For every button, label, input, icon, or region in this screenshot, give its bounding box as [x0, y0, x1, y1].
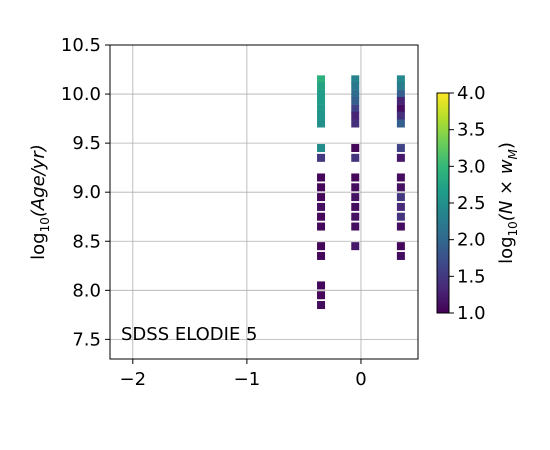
x-tick-label: 0 — [355, 369, 366, 390]
heatmap-cell — [396, 222, 405, 231]
heatmap-cell — [317, 222, 326, 231]
colorbar-tick-label: 1.5 — [457, 266, 486, 287]
heatmap-cell — [317, 301, 326, 310]
heatmap-cell — [351, 193, 360, 202]
heatmap-cell — [396, 173, 405, 182]
heatmap-cell — [317, 173, 326, 182]
annotation-label: SDSS ELODIE 5 — [121, 324, 258, 345]
heatmap-cell — [317, 242, 326, 251]
heatmap-cell — [351, 173, 360, 182]
heatmap-cell — [351, 183, 360, 192]
colorbar-tick-label: 3.0 — [457, 156, 486, 177]
y-tick-label: 7.5 — [72, 329, 101, 350]
y-tick-label: 9.0 — [72, 182, 101, 203]
heatmap-cell — [396, 144, 405, 153]
heatmap-cell — [317, 202, 326, 211]
heatmap-cell — [351, 222, 360, 231]
heatmap-cell — [317, 82, 326, 91]
heatmap-cell — [317, 281, 326, 290]
heatmap-cell — [396, 75, 405, 84]
heatmap-cell — [351, 90, 360, 99]
heatmap-cell — [396, 242, 405, 251]
y-tick-label: 10.5 — [61, 35, 101, 56]
heatmap-cell — [351, 75, 360, 84]
heatmap-cell — [317, 111, 326, 120]
heatmap-cell — [351, 104, 360, 113]
y-tick-label: 9.5 — [72, 133, 101, 154]
heatmap-cell — [351, 82, 360, 91]
heatmap-cell — [396, 119, 405, 128]
heatmap-cell — [317, 212, 326, 221]
x-axis: −2 −1 0 — [120, 359, 367, 390]
plot-frame — [109, 44, 419, 360]
heatmap-cell — [396, 153, 405, 162]
heatmap-cell — [317, 251, 326, 260]
heatmap-cell — [351, 144, 360, 153]
heatmap-cell — [396, 90, 405, 99]
heatmap-cell — [396, 183, 405, 192]
heatmap-cell — [396, 193, 405, 202]
heatmap-cell — [396, 111, 405, 120]
heatmap-cell — [396, 82, 405, 91]
colorbar-ticks: 1.0 1.5 2.0 2.5 3.0 3.5 4.0 — [449, 83, 486, 324]
colorbar-tick-label: 4.0 — [457, 83, 486, 104]
heatmap-cell — [351, 153, 360, 162]
x-tick-label: −1 — [234, 369, 261, 390]
heatmap-cell — [396, 251, 405, 260]
heatmap-cell — [317, 144, 326, 153]
colorbar-label: log10(N × wM) — [496, 142, 520, 264]
heatmap-cell — [396, 104, 405, 113]
y-tick-label: 8.0 — [72, 280, 101, 301]
heatmap-cell — [317, 291, 326, 300]
heatmap-cell — [396, 202, 405, 211]
colorbar-gradient — [436, 92, 450, 314]
heatmap-cell — [351, 119, 360, 128]
x-tick-label: −2 — [120, 369, 147, 390]
heatmap-cell — [317, 104, 326, 113]
heatmap-cell — [351, 202, 360, 211]
heatmap-cell — [351, 212, 360, 221]
heatmap-cell — [317, 90, 326, 99]
heatmap-cells — [317, 75, 405, 310]
heatmap-cell — [317, 183, 326, 192]
y-tick-label: 8.5 — [72, 231, 101, 252]
heatmap-cell — [317, 96, 326, 105]
heatmap-cell — [351, 96, 360, 105]
grid — [110, 44, 418, 359]
heatmap-cell — [317, 75, 326, 84]
heatmap-cell — [396, 212, 405, 221]
colorbar-tick-label: 3.5 — [457, 120, 486, 141]
heatmap-cell — [396, 96, 405, 105]
colorbar: 1.0 1.5 2.0 2.5 3.0 3.5 4.0 log10(N × wM) — [436, 83, 520, 324]
heatmap-cell — [351, 111, 360, 120]
heatmap-cell — [317, 193, 326, 202]
colorbar-tick-label: 2.5 — [457, 193, 486, 214]
colorbar-tick-label: 2.0 — [457, 230, 486, 251]
heatmap-cell — [317, 153, 326, 162]
heatmap-cell — [351, 242, 360, 251]
heatmap-cell — [317, 119, 326, 128]
y-tick-label: 10.0 — [61, 84, 101, 105]
colorbar-tick-label: 1.0 — [457, 303, 486, 324]
y-axis-label: log10(Age/yr) — [28, 144, 52, 260]
y-axis: 7.5 8.0 8.5 9.0 9.5 10.0 10.5 — [61, 35, 110, 350]
